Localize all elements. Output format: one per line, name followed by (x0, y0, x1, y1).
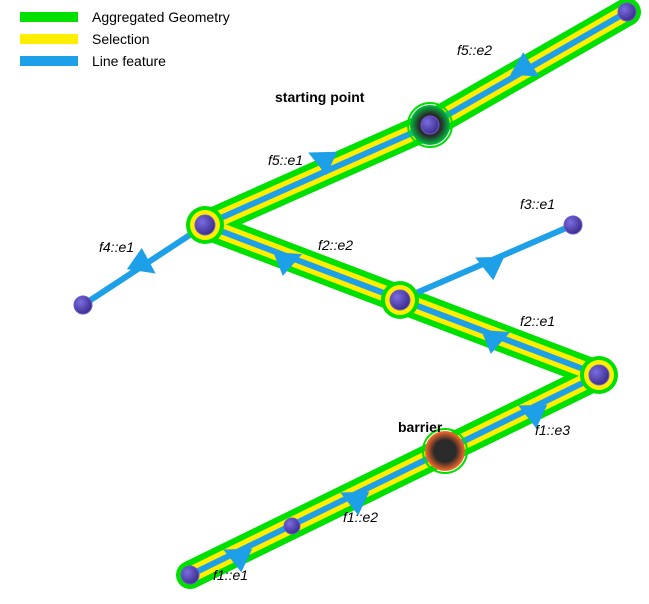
point-label-start: starting point (275, 89, 365, 105)
edge-label-f1-e2: f1::e2 (343, 509, 378, 525)
legend-label-selection: Selection (92, 31, 150, 47)
legend-label-aggregated: Aggregated Geometry (92, 9, 230, 25)
node-n_mid (390, 290, 410, 310)
legend: Aggregated Geometry Selection Line feature (20, 9, 230, 69)
legend-swatch-aggregated (20, 12, 78, 22)
edge-label-f1-e1: f1::e1 (213, 567, 248, 583)
node-n_f4 (74, 296, 92, 314)
node-n_bottom (181, 566, 199, 584)
node-n_elbowR (589, 365, 609, 385)
barrier-point-core (435, 441, 455, 461)
edge-label-f1-e3: f1::e3 (535, 422, 570, 438)
edge-label-f4-e1: f4::e1 (99, 239, 134, 255)
legend-label-line: Line feature (92, 53, 166, 69)
node-n_f5 (421, 116, 439, 134)
edge-label-f3-e1: f3::e1 (520, 196, 555, 212)
edge-label-f2-e1: f2::e1 (520, 313, 555, 329)
legend-swatch-line (20, 56, 78, 66)
edge-label-f2-e2: f2::e2 (318, 237, 353, 253)
legend-swatch-selection (20, 34, 78, 44)
edge-label-f5-e2: f5::e2 (457, 42, 492, 58)
node-n_top (618, 3, 636, 21)
arrow-f3-e1 (470, 246, 505, 281)
node-n_f3 (564, 216, 582, 234)
node-n_elbowL (195, 215, 215, 235)
point-label-barrier: barrier (398, 419, 443, 435)
edge-label-f5-e1: f5::e1 (268, 152, 303, 168)
node-n_f1mid (284, 518, 300, 534)
